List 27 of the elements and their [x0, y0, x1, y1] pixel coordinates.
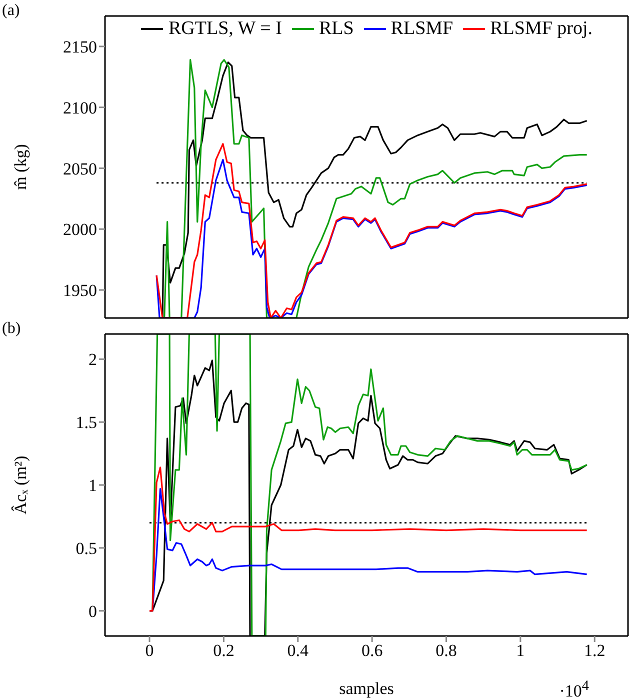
y-axis-title: Âcₓ (m²)	[11, 456, 30, 514]
x-tick-label: 0.2	[213, 641, 234, 660]
legend-label: RLSMF proj.	[490, 18, 593, 40]
y-tick-label: 2	[88, 350, 97, 370]
x-tick-label: 0	[145, 641, 154, 660]
y-tick-label: 2150	[63, 37, 97, 56]
x-tick-label: 0.4	[287, 641, 310, 660]
y-tick-label: 2050	[63, 159, 97, 178]
y-tick-label: 1	[88, 476, 97, 496]
y-tick-label: 1950	[63, 281, 97, 300]
y-tick-label: 0.5	[76, 538, 97, 558]
y-axis-title: m̂ (kg)	[11, 144, 30, 190]
x-tick-label: 1	[516, 641, 525, 660]
x-tick-label: 0.6	[361, 641, 383, 660]
x-axis-title: samples	[339, 679, 394, 698]
x-tick-label: 1.2	[584, 641, 606, 660]
y-tick-label: 2100	[63, 98, 97, 118]
text: ·10$^{4}$	[559, 678, 589, 700]
legend-label: RGTLS, W = I	[168, 18, 282, 40]
y-tick-label: 1.5	[76, 413, 97, 432]
chart-title: (a)	[2, 2, 20, 20]
chart-title: (b)	[2, 320, 21, 338]
y-tick-label: 0	[88, 602, 97, 621]
y-tick-label: 2000	[63, 220, 97, 240]
x-tick-label: 0.8	[436, 641, 457, 660]
legend-label: RLSMF	[390, 18, 454, 40]
legend-label: RLS	[318, 18, 354, 40]
